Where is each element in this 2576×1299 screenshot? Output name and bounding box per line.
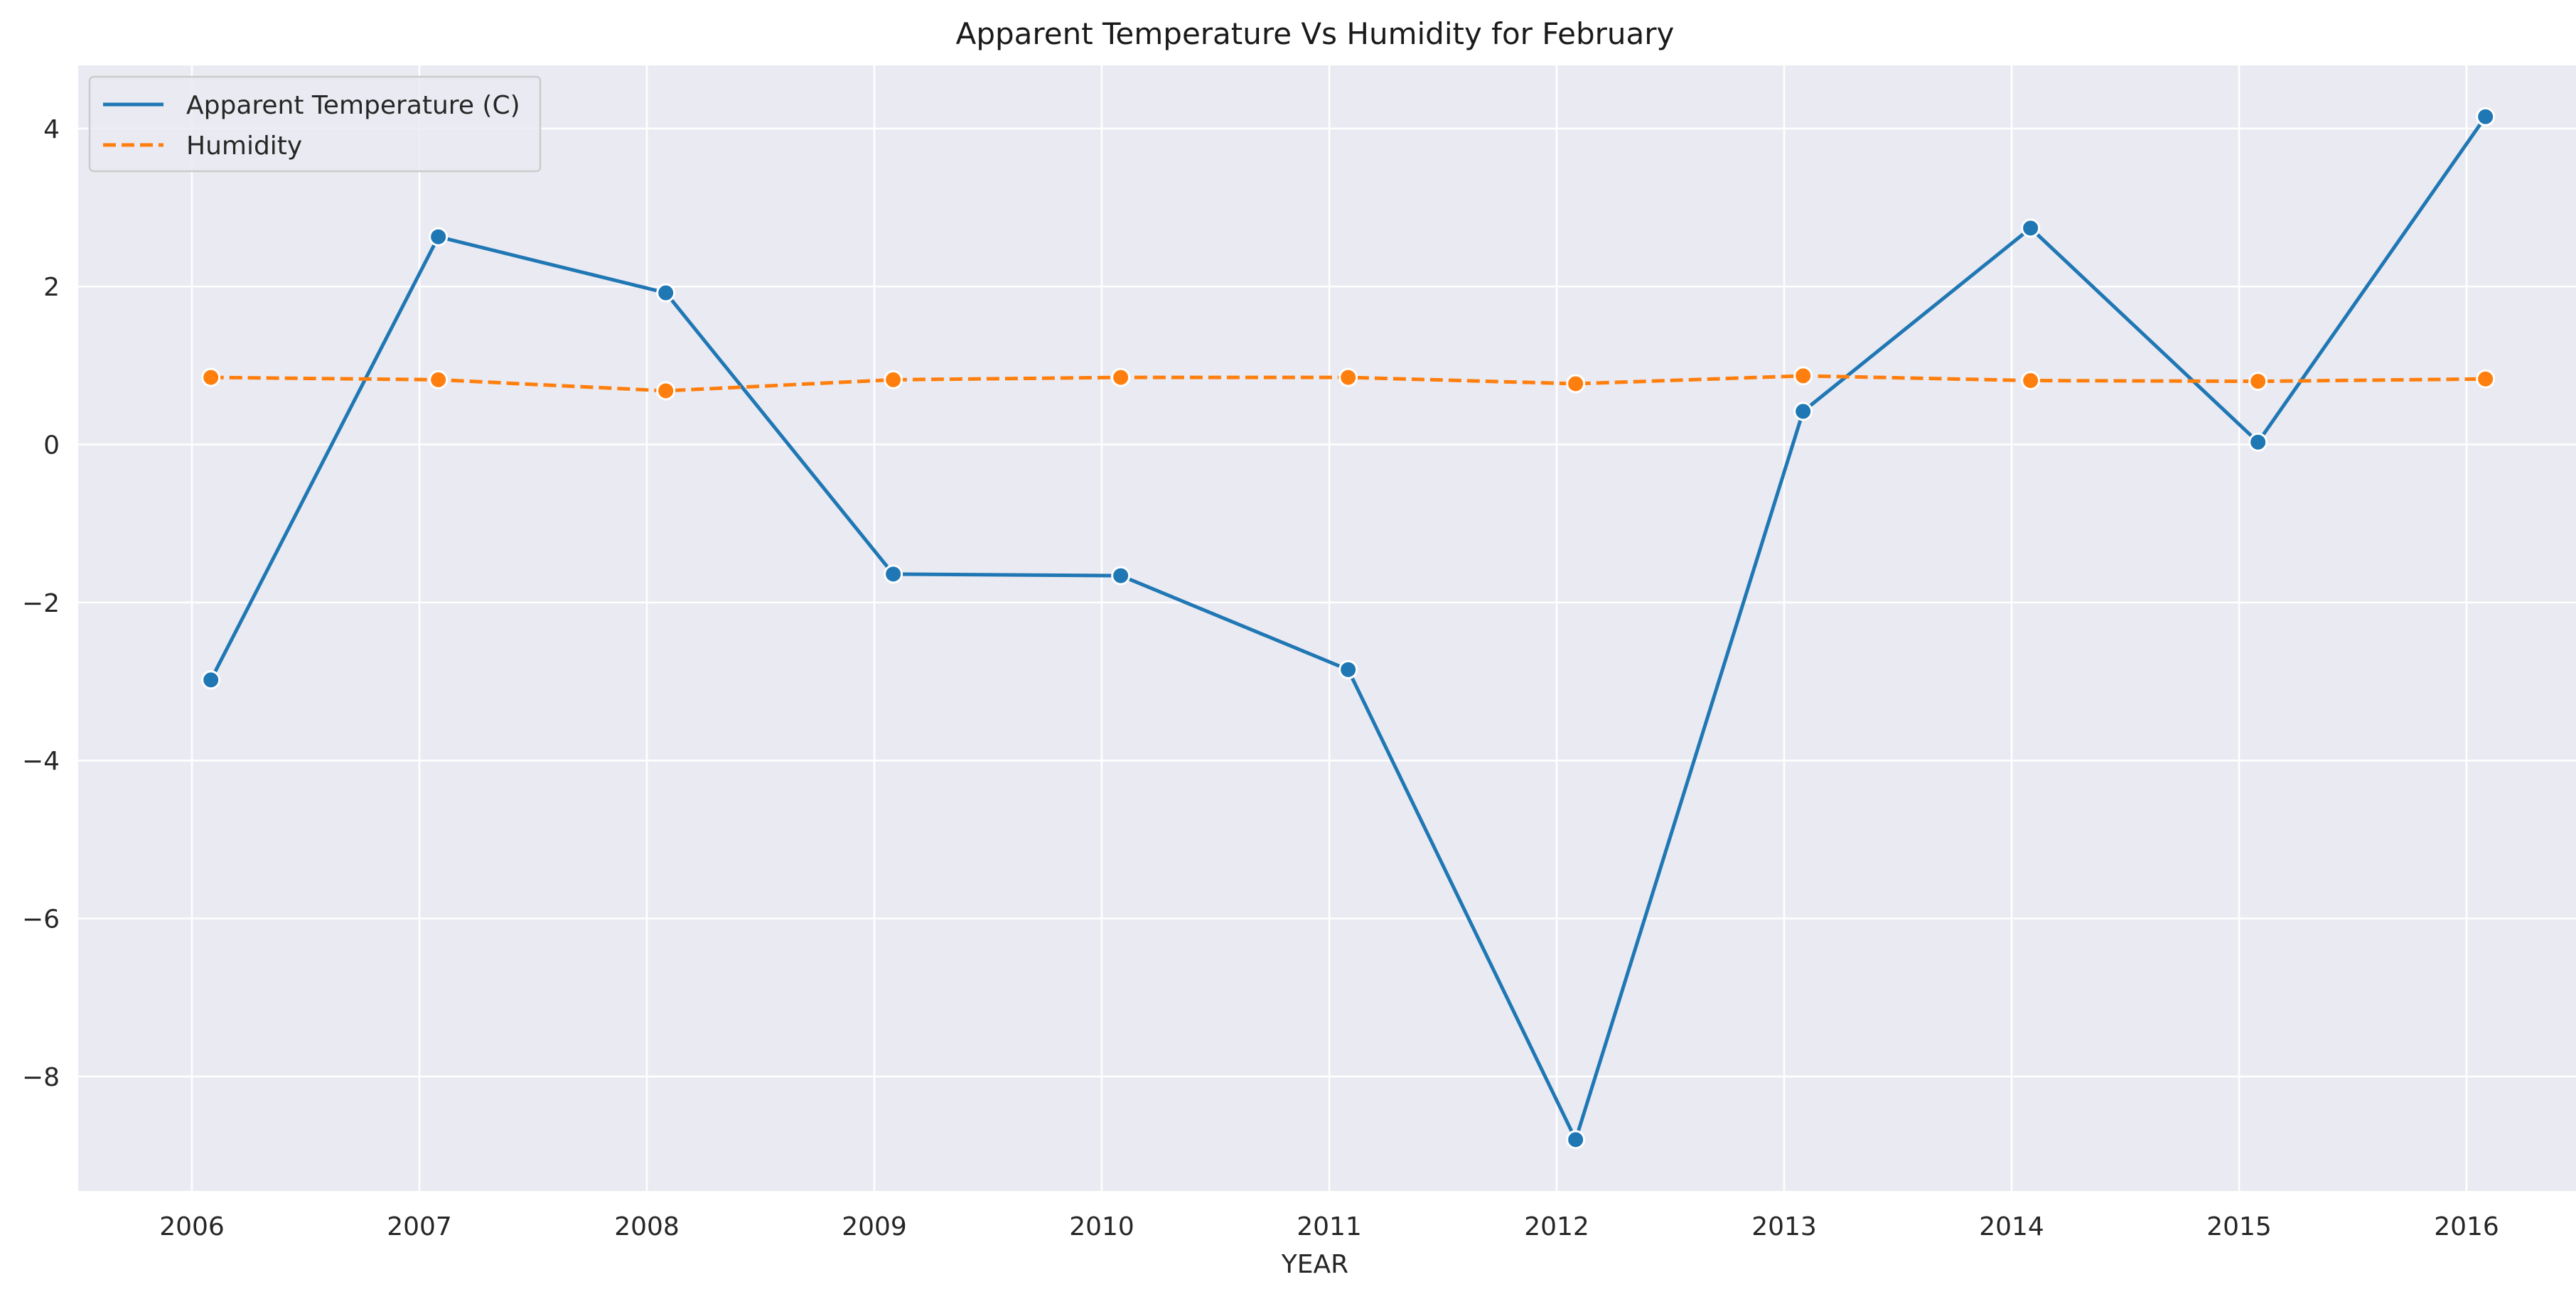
y-tick-label: 2 bbox=[43, 273, 60, 302]
x-tick-label: 2009 bbox=[842, 1212, 907, 1241]
x-tick-label: 2011 bbox=[1297, 1212, 1362, 1241]
chart-title: Apparent Temperature Vs Humidity for Feb… bbox=[956, 16, 1675, 51]
data-point bbox=[1111, 566, 1131, 586]
series-2 bbox=[201, 366, 2496, 401]
data-point bbox=[429, 227, 449, 247]
x-tick-label: 2013 bbox=[1751, 1212, 1817, 1241]
legend-box bbox=[88, 75, 542, 173]
y-tick-label: −4 bbox=[22, 747, 60, 776]
legend: Apparent Temperature (C) Humidity bbox=[88, 75, 542, 173]
x-tick-label: 2014 bbox=[1979, 1212, 2044, 1241]
data-point bbox=[884, 564, 903, 584]
y-tick-label: −6 bbox=[22, 905, 60, 934]
data-point bbox=[1111, 367, 1131, 387]
x-tick-label: 2006 bbox=[159, 1212, 225, 1241]
data-point bbox=[1338, 659, 1358, 679]
x-tick-label: 2015 bbox=[2206, 1212, 2272, 1241]
data-point bbox=[2476, 369, 2496, 389]
data-point bbox=[1566, 374, 1586, 394]
x-tick-label: 2012 bbox=[1524, 1212, 1589, 1241]
data-point bbox=[2476, 107, 2496, 126]
x-tick-label: 2016 bbox=[2434, 1212, 2499, 1241]
tick-labels: 2006 2007 2008 2009 2010 2011 2012 2013 2014 2015… bbox=[22, 115, 2499, 1241]
data-point bbox=[1566, 1130, 1586, 1150]
data-point bbox=[1793, 366, 1813, 386]
data-point bbox=[1793, 401, 1813, 421]
data-point bbox=[2021, 218, 2041, 238]
data-point bbox=[2021, 371, 2041, 391]
y-tick-label: 0 bbox=[43, 431, 60, 460]
data-point bbox=[201, 367, 221, 387]
data-point bbox=[656, 381, 676, 401]
series-1 bbox=[201, 107, 2496, 1150]
data-point bbox=[656, 283, 676, 303]
data-point bbox=[884, 370, 903, 389]
legend-label: Humidity bbox=[186, 131, 302, 161]
legend-label: Apparent Temperature (C) bbox=[186, 91, 520, 120]
x-tick-label: 2007 bbox=[387, 1212, 452, 1241]
x-axis-label: YEAR bbox=[1281, 1250, 1348, 1279]
x-tick-label: 2008 bbox=[614, 1212, 680, 1241]
data-point bbox=[201, 670, 221, 690]
y-tick-label: −8 bbox=[22, 1063, 60, 1092]
data-point bbox=[1338, 367, 1358, 387]
data-point bbox=[2248, 372, 2268, 392]
x-tick-label: 2010 bbox=[1069, 1212, 1134, 1241]
plot-area bbox=[78, 65, 2576, 1191]
y-tick-label: −2 bbox=[22, 589, 60, 618]
series-layer bbox=[201, 107, 2496, 1150]
y-tick-label: 4 bbox=[43, 115, 60, 144]
data-point bbox=[429, 370, 449, 389]
data-point bbox=[2248, 432, 2268, 452]
grid-lines bbox=[78, 65, 2576, 1191]
